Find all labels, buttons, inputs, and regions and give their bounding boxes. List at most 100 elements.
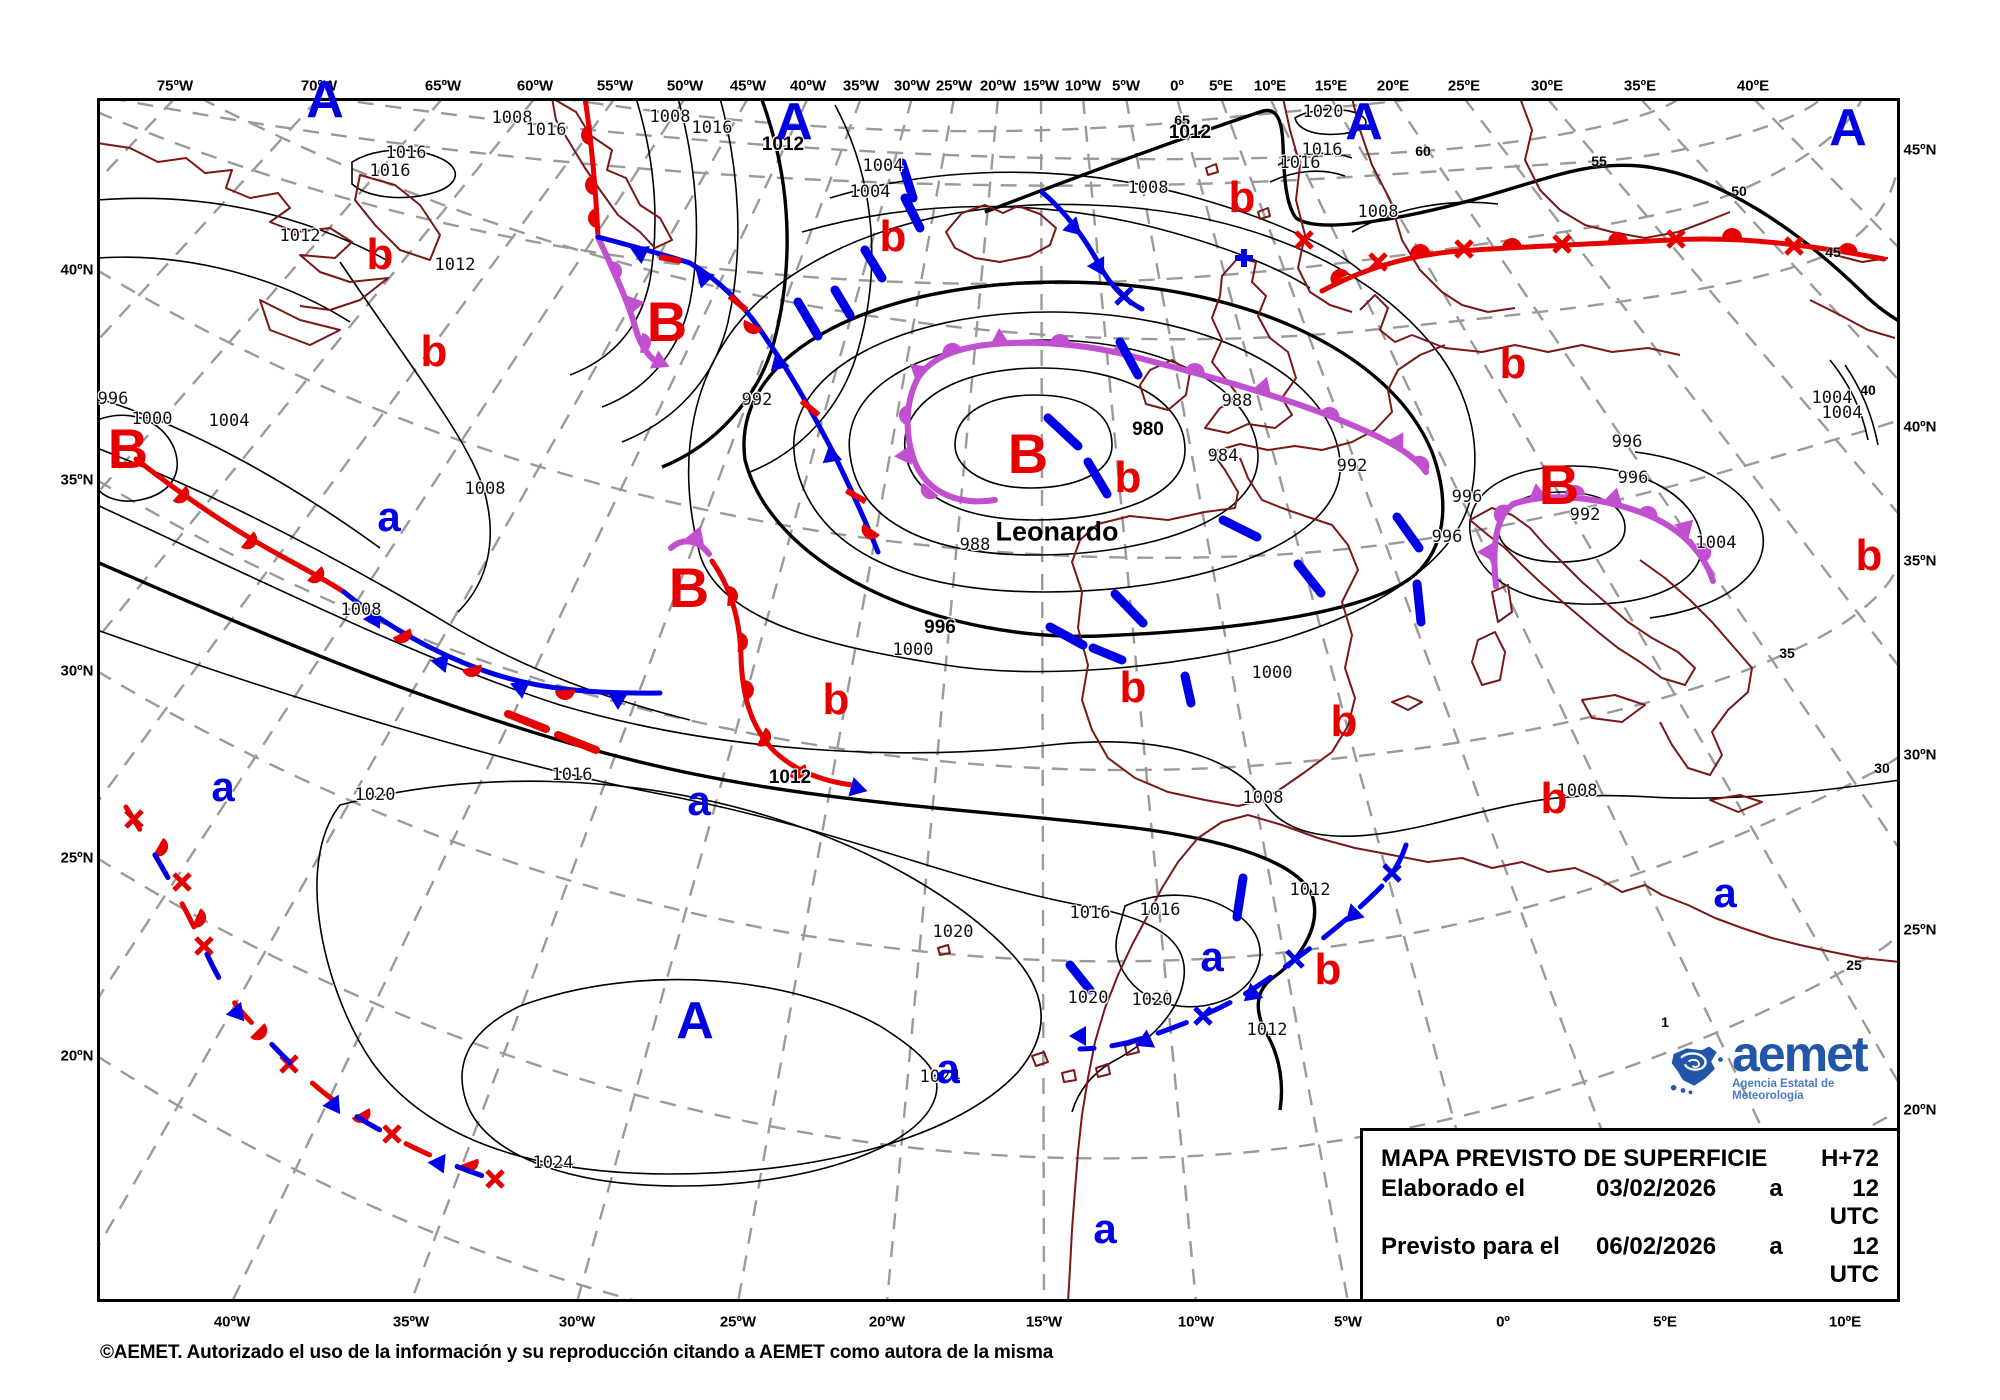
axis-label-bottom: 15ºW [1025,1313,1063,1331]
isobar-value-label: 992 [741,390,773,410]
high-pressure-center: a [211,763,235,810]
axis-label-top: 15ºW [1022,77,1060,95]
low-pressure-center: b [1855,531,1883,580]
axis-label-left: 40ºN [60,261,94,279]
axis-label-bottom: 25ºW [719,1313,757,1331]
low-pressure-center: b [822,675,850,724]
high-pressure-center: A [306,71,344,129]
axis-label-bottom: 5ºW [1334,1313,1362,1331]
isobar-value-label: 1020 [1302,102,1344,122]
isobar-value-label: 1008 [340,600,382,620]
grid-latitude-number: 25 [1846,957,1862,973]
high-pressure-center: a [936,1045,960,1092]
isobar-value-label: 1016 [1279,153,1321,173]
low-pressure-center: b [1314,945,1342,994]
map-border [97,98,1900,1302]
info-title: MAPA PREVISTO DE SUPERFICIE [1381,1145,1768,1172]
low-pressure-center: b [879,212,907,261]
isobar-value-label: 1016 [691,118,733,138]
axis-label-top: 20ºE [1376,77,1410,95]
isobar-value-label: 996 [1611,432,1643,452]
grid-latitude-number: 65 [1174,112,1190,128]
low-pressure-center: b [420,327,448,376]
isobar-value-label: 996 [1431,527,1463,547]
isobar-value-label: 988 [1221,391,1253,411]
stationary-front-warm-part [133,456,347,595]
isobar-value-label: 1008 [649,107,691,127]
storm-name-label: Leonardo [995,516,1119,547]
cold-front-weakening-nw [595,234,881,555]
axis-label-bottom: 5ºE [1653,1313,1677,1331]
isobar-value-label: 1016 [525,120,567,140]
isobar-value-label: 1008 [491,108,533,128]
axis-label-top: 35ºE [1623,77,1657,95]
high-pressure-center: a [1200,933,1224,980]
isobar-value-label: 1020 [932,922,974,942]
axis-label-bottom: 35ºW [392,1313,430,1331]
high-pressure-center: A [1345,93,1383,151]
isobar-value-label: 992 [1336,456,1368,476]
cold-front-weakening-morocco [1069,842,1409,1052]
axis-label-bottom: 40ºW [213,1313,251,1331]
isobar-value-label: 1020 [1131,990,1173,1010]
axis-label-top: 35ºW [842,77,880,95]
axis-label-top: 70ºW [300,77,338,95]
low-pressure-center: b [1228,173,1256,222]
low-pressure-center: B [107,417,149,480]
axis-label-top: 15ºE [1314,77,1348,95]
trough-lines [504,158,1426,995]
isobar-value-label: 988 [959,535,991,555]
elaborated-sep: a [1769,1175,1783,1202]
high-pressure-center: A [775,93,813,151]
isobar-value-label: 1004 [849,182,891,202]
isobar-value-label: 996 [1617,468,1649,488]
axis-label-right: 20ºN [1903,1101,1937,1119]
axis-label-top: 60ºW [516,77,554,95]
isobar-value-label: 1008 [1556,781,1598,801]
occluded-hook-azores [668,525,712,557]
isobar-value-label: 1012 [1246,1020,1288,1040]
isobars [97,98,1900,1187]
low-pressure-center: b [1330,697,1358,746]
aemet-wordmark: aemet [1732,1026,1869,1082]
weather-fronts [123,98,1887,1189]
axis-label-right: 25ºN [1903,921,1937,939]
isobar-value-label: 1008 [1127,178,1169,198]
high-pressure-center: A [676,992,714,1050]
grid-latitude-number: 60 [1415,143,1431,159]
low-pressure-center: b [1540,774,1568,823]
axis-label-right: 40ºN [1903,418,1937,436]
low-pressure-center: b [1119,663,1147,712]
occluded-front-nw [595,234,670,369]
low-pressure-center: b [1499,339,1527,388]
axis-label-left: 20ºN [60,1047,94,1065]
isobar-value-label: 1012 [768,767,812,788]
low-pressure-center: b [366,230,394,279]
cold-front-denmark [1039,189,1145,312]
latitude-longitude-grid [97,98,1900,1302]
axis-label-right: 35ºN [1903,552,1937,570]
isobar-value-label: 980 [1132,419,1164,440]
dissipating-front-sw [123,804,509,1189]
axis-label-left: 25ºN [60,849,94,867]
high-pressure-center: a [377,493,401,540]
axis-label-top: 10ºE [1253,77,1287,95]
isobar-value-label: 1012 [761,134,805,155]
grid-latitude-number: 55 [1591,153,1607,169]
axis-label-top: 30ºE [1530,77,1564,95]
valid-time: 12 UTC [1829,1233,1879,1288]
warm-front-nw [581,98,601,240]
grid-latitude-number: 45 [1825,244,1841,260]
warm-front-azores [709,558,868,797]
isobar-value-label: 1016 [369,161,411,181]
isobar-value-label: 1004 [208,411,250,431]
isobar-value-label: 1016 [551,765,593,785]
axis-label-left: 35ºN [60,471,94,489]
axis-label-bottom: 10ºW [1177,1313,1215,1331]
stationary-front-mixed-part [341,589,663,710]
axis-label-bottom: 20ºW [868,1313,906,1331]
valid-sep: a [1769,1233,1783,1260]
axis-label-top: 25ºW [935,77,973,95]
grid-latitude-number: 35 [1779,645,1795,661]
